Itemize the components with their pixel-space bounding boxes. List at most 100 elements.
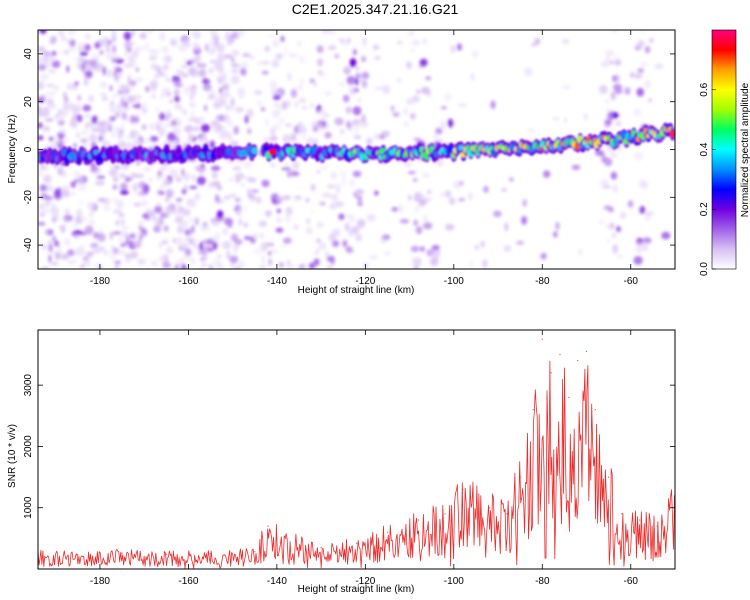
spectrogram-noise-cell [256, 60, 264, 66]
spectrogram-noise-cell [278, 262, 285, 268]
spectrogram-noise-cell [606, 239, 611, 243]
spectrogram-noise-cell [46, 91, 56, 97]
spectrogram-noise-cell [66, 65, 70, 73]
spectrogram-noise-cell [121, 89, 130, 95]
spectrogram-noise-cell [474, 244, 480, 251]
spectrogram-noise-cell [459, 181, 464, 186]
spectrogram-noise-cell [159, 31, 166, 41]
spectrogram-noise-cell [200, 253, 209, 257]
spectrogram-noise-cell [192, 45, 199, 51]
spectrogram-noise-cell [396, 77, 402, 84]
spectrogram-noise-cell [149, 80, 159, 89]
spectrogram-noise-cell [182, 172, 191, 182]
snr-y-label: SNR (10 * v/v) [7, 424, 18, 488]
spectrogram-noise-cell [613, 56, 621, 62]
spectrogram-noise-cell [186, 60, 192, 66]
spectrogram-noise-cell [571, 164, 581, 170]
spectrogram-noise-cell [426, 189, 432, 195]
colorbar: 0.0 0.2 0.4 0.6 Normalized spectral amplitu… [699, 29, 750, 276]
spectrogram-noise-cell [237, 260, 246, 268]
spectrogram-noise-cell [145, 30, 154, 33]
spectrogram-noise-cell [239, 30, 245, 37]
spectrogram-noise-cell [397, 40, 403, 45]
spectrogram-noise-cell [137, 225, 144, 229]
spectrogram-noise-cell [610, 91, 616, 101]
spectrogram-noise-cell [598, 219, 605, 225]
spectrogram-noise-cell [146, 41, 150, 49]
spectrogram-noise-cell [54, 115, 64, 121]
spectrogram-noise-cell [46, 184, 54, 192]
spectrogram-x-ticks: -180 -160 -140 -120 -100 -80 -60 [90, 30, 638, 287]
spectrogram-noise-cell [643, 79, 651, 89]
spectrogram-noise-cell [296, 40, 302, 47]
spectrogram-noise-cell [471, 50, 480, 59]
spectrogram-noise-cell [629, 71, 635, 78]
spectrogram-noise-cell [374, 86, 384, 90]
spectrogram-noise-cell [47, 55, 56, 62]
spectrogram-noise-cell [192, 86, 197, 97]
colorbar-tick-label: 0.4 [699, 142, 710, 156]
spectrogram-noise-cell [227, 103, 231, 112]
spectrogram-noise-cell [154, 121, 164, 126]
spectrogram-noise-cell [562, 84, 572, 90]
spectrogram-noise-cell [311, 183, 316, 192]
snr-data-point [519, 476, 521, 478]
spectrogram-noise-cell [185, 126, 194, 132]
spectrogram-noise-cell [468, 192, 473, 201]
spectrogram-noise-cell [429, 257, 439, 266]
spectrogram-noise-cell [238, 218, 243, 226]
spectrogram-noise-cell [604, 118, 612, 126]
spectrogram-noise-cell [154, 74, 159, 79]
spectrogram-noise-cell [540, 252, 547, 260]
spectrogram-noise-cell [137, 258, 146, 265]
spectrogram-noise-cell [132, 104, 142, 108]
spectrogram-noise-cell [380, 130, 390, 137]
spectrogram-noise-cell [165, 236, 169, 240]
colorbar-tick-label: 0.0 [699, 262, 710, 276]
spectrogram-noise-cell [422, 197, 432, 202]
spectrogram-noise-cell [70, 181, 77, 188]
spectrogram-noise-cell [111, 93, 120, 99]
spectrogram-noise-cell [423, 214, 428, 224]
spectrogram-noise-cell [305, 198, 310, 203]
spectrogram-noise-cell [480, 240, 485, 248]
spectrogram-noise-cell [67, 260, 75, 265]
spectrogram-noise-cell [642, 237, 652, 244]
spectrogram-noise-cell [214, 61, 224, 71]
spectrogram-noise-cell [230, 62, 239, 68]
spectrogram-noise-cell [115, 165, 123, 170]
spectrogram-noise-cell [112, 54, 121, 60]
spectrogram-noise-cell [361, 80, 368, 89]
spectrogram-noise-cell [79, 250, 87, 256]
spectrogram-noise-cell [113, 264, 120, 269]
spectrogram-noise-cell [50, 206, 59, 216]
spectrogram-noise-cell [609, 150, 613, 157]
spectrogram-noise-cell [61, 228, 66, 233]
spectrogram-noise-cell [578, 249, 583, 256]
spectrogram-noise-cell [118, 236, 124, 243]
spectrogram-noise-cell [183, 109, 187, 116]
spectrogram-noise-cell [77, 42, 87, 49]
spectrogram-noise-cell [121, 112, 127, 120]
spectrogram-noise-cell [109, 84, 113, 92]
spectrogram-noise-cell [312, 252, 320, 256]
spectrogram-noise-cell [166, 114, 172, 118]
spectrogram-noise-cell [188, 66, 197, 76]
spectrogram-noise-cell [177, 42, 188, 53]
spectrogram-noise-cell [99, 92, 107, 96]
spectrogram-noise-cell [77, 94, 82, 102]
spectrogram-noise-cell [42, 127, 51, 132]
spectrogram-noise-cell [212, 124, 219, 134]
snr-data-point [532, 409, 535, 411]
spectrogram-noise-cell [240, 182, 245, 188]
spectrogram-noise-cell [80, 128, 89, 136]
spectrogram-noise-cell [40, 205, 49, 215]
spectrogram-noise-cell [265, 210, 272, 215]
spectrogram-noise-cell [109, 231, 114, 240]
spectrogram-noise-cell [60, 35, 67, 41]
spectrogram-noise-cell [316, 223, 321, 229]
spectrogram-noise-cell [204, 43, 209, 52]
spectrogram-noise-cell [102, 66, 106, 76]
spectrogram-noise-cell [143, 107, 148, 115]
spectrogram-noise-cell [605, 49, 615, 57]
